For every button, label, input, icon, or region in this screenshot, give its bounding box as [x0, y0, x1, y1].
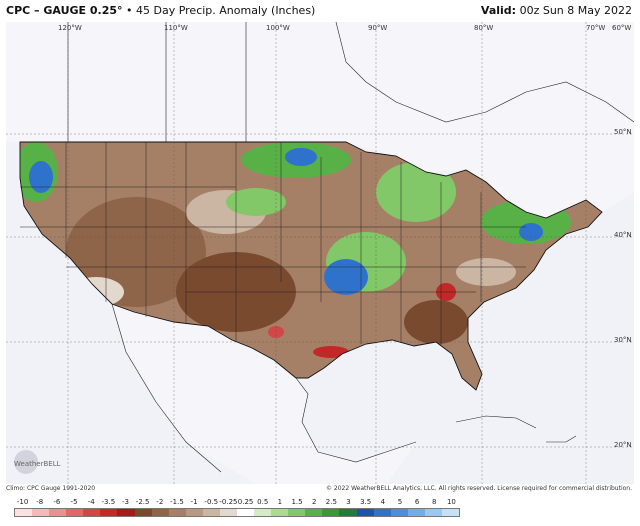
- scale-label: 1.5: [291, 498, 303, 506]
- scale-label: -1.5: [170, 498, 184, 506]
- scale-labels: -10 -8 -6 -5 -4 -3.5 -3 -2.5 -2 -1.5 -1 -0.5 -0.25 0.…: [14, 497, 460, 507]
- valid-time: 00z Sun 8 May 2022: [519, 4, 632, 17]
- very-wet-pacific-northwest: [29, 161, 53, 193]
- us-outline: [19, 141, 603, 391]
- canada-land: [6, 22, 634, 218]
- scale-label: 2.5: [325, 498, 337, 506]
- scale-label: -2: [156, 498, 164, 506]
- svg-text:WeatherBELL: WeatherBELL: [14, 460, 61, 468]
- scale-swatch: [15, 509, 33, 516]
- scale-label: -6: [53, 498, 61, 506]
- scale-label: -3.5: [101, 498, 116, 506]
- scale-swatch: [424, 509, 442, 516]
- scale-swatch: [288, 509, 306, 516]
- scale-label: 2: [311, 498, 317, 506]
- lat-label: 30°N: [614, 336, 632, 344]
- header-right: Valid: 00z Sun 8 May 2022: [481, 0, 632, 22]
- lat-label: 40°N: [614, 231, 632, 239]
- scale-label: 0.5: [257, 498, 269, 506]
- scale-label: 0.25: [237, 498, 254, 506]
- scale-swatch: [117, 509, 135, 516]
- lon-label: 70°W: [586, 24, 605, 32]
- latitude-labels: 50°N 40°N 30°N 20°N: [614, 128, 632, 449]
- scale-swatch: [100, 509, 118, 516]
- scale-label: -8: [36, 498, 44, 506]
- state-borders: [20, 142, 526, 346]
- climo-note: Climo: CPC Gauge 1991-2020: [6, 485, 96, 492]
- scale-swatch: [305, 509, 323, 516]
- scale-label: 4: [380, 498, 386, 506]
- lon-label: 100°W: [266, 24, 290, 32]
- scale-swatch: [254, 509, 272, 516]
- lon-label: 80°W: [474, 24, 493, 32]
- scale-label: 3: [346, 498, 351, 506]
- scale-swatch: [151, 509, 169, 516]
- lon-label: 90°W: [368, 24, 387, 32]
- light-dry-area: [456, 258, 516, 286]
- very-wet-midatlantic: [519, 223, 543, 241]
- scale-label: 3.5: [360, 498, 372, 506]
- scale-swatch: [219, 509, 238, 516]
- copyright-note: © 2022 WeatherBELL Analytics, LLC. All r…: [326, 485, 632, 492]
- lon-label: 60°W: [612, 24, 631, 32]
- lat-label: 20°N: [614, 441, 632, 449]
- graticule: [6, 22, 634, 484]
- scale-label: -4: [87, 498, 95, 506]
- scale-swatch: [271, 509, 289, 516]
- scale-swatch: [322, 509, 340, 516]
- scale-label: 10: [446, 498, 456, 506]
- scale-swatch: [202, 509, 220, 516]
- very-wet-dakota: [285, 148, 317, 166]
- scale-label: 6: [414, 498, 420, 506]
- scale-label: -2.5: [135, 498, 150, 506]
- scale-label: -0.25: [219, 498, 238, 506]
- scale-swatch: [441, 509, 460, 516]
- map-header: CPC – GAUGE 0.25° • 45 Day Precip. Anoma…: [0, 0, 640, 22]
- scale-bar: [14, 508, 460, 517]
- scale-swatch: [339, 509, 357, 516]
- lon-label: 110°W: [164, 24, 188, 32]
- scale-label: -3: [122, 498, 129, 506]
- scale-swatch: [83, 509, 101, 516]
- scale-swatch: [356, 509, 374, 516]
- weatherbell-logo: WeatherBELL: [14, 450, 61, 474]
- very-wet-oklahoma: [324, 259, 368, 295]
- scale-label: 5: [397, 498, 403, 506]
- lon-label: 120°W: [58, 24, 82, 32]
- precip-anomaly-map: 120°W 110°W 100°W 90°W 80°W 70°W 60°W 50…: [6, 22, 634, 484]
- scale-swatch: [32, 509, 50, 516]
- color-scale: -10 -8 -6 -5 -4 -3.5 -3 -2.5 -2 -1.5 -1 -0.5 -0.25 0.…: [14, 497, 460, 521]
- scale-swatch: [237, 509, 255, 516]
- scale-label: -10: [16, 498, 29, 506]
- scale-swatch: [134, 509, 152, 516]
- coastlines: [111, 303, 577, 473]
- scale-swatch: [49, 509, 67, 516]
- scale-label: 1: [277, 498, 283, 506]
- scale-swatch: [168, 509, 186, 516]
- scale-label: -5: [70, 498, 78, 506]
- map-title: CPC – GAUGE 0.25°: [6, 4, 123, 17]
- longitude-labels: 120°W 110°W 100°W 90°W 80°W 70°W 60°W: [58, 24, 631, 32]
- scale-swatch: [373, 509, 391, 516]
- dry-southeast: [404, 300, 468, 344]
- wet-central-plains: [226, 188, 286, 216]
- wet-great-lakes: [376, 162, 456, 222]
- scale-swatch: [390, 509, 408, 516]
- scale-label: 8: [432, 498, 437, 506]
- mexico-land: [112, 304, 416, 484]
- valid-label: Valid:: [480, 4, 517, 17]
- scale-label: -0.5: [204, 498, 219, 506]
- map-subtitle: • 45 Day Precip. Anomaly (Inches): [126, 4, 316, 17]
- scale-swatch: [66, 509, 84, 516]
- map-footer: Climo: CPC Gauge 1991-2020 © 2022 Weathe…: [0, 484, 640, 494]
- scale-label: -1: [190, 498, 198, 506]
- scale-swatch: [407, 509, 425, 516]
- header-left: CPC – GAUGE 0.25° • 45 Day Precip. Anoma…: [6, 0, 315, 22]
- scale-swatch: [185, 509, 203, 516]
- lat-label: 50°N: [614, 128, 632, 136]
